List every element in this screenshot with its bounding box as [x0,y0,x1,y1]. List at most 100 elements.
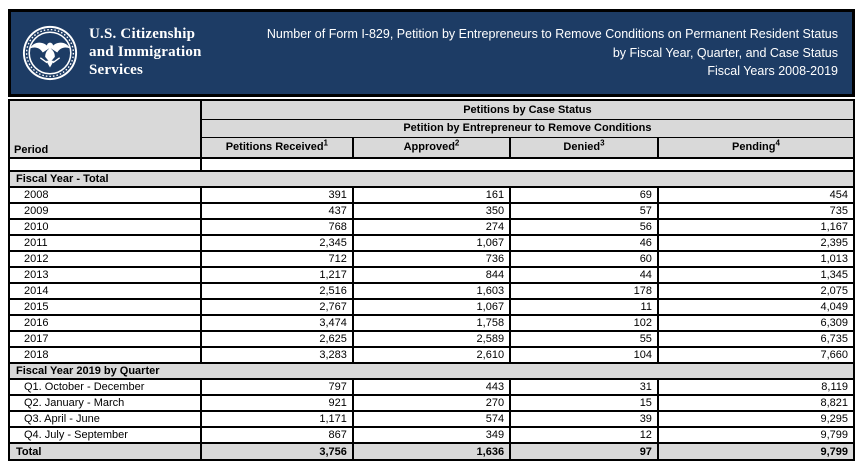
approved-cell: 844 [351,266,512,284]
received-cell: 2,625 [199,330,354,348]
denied-cell: 55 [509,330,659,348]
table-row: 2012 712 736 60 1,013 [8,250,856,268]
pending-cell: 454 [656,186,856,204]
table-row: 2009 437 350 57 735 [8,202,856,220]
column-header-approved-label: Approved [403,141,455,154]
pending-cell: 6,309 [656,314,856,332]
denied-cell: 69 [509,186,659,204]
period-cell: Q1. October - December [8,378,202,396]
petitions-table-wrapper: Period Petitions by Case Status Petition… [8,99,856,461]
uscis-wordmark: U.S. Citizenship and Immigration Service… [89,26,202,79]
period-cell: 2014 [8,282,202,300]
table-row: 2016 3,474 1,758 102 6,309 [8,314,856,332]
denied-cell: 44 [509,266,659,284]
column-header-denied: Denied3 [509,136,659,159]
received-cell: 2,767 [199,298,354,316]
report-title-line1: Number of Form I-829, Petition by Entrep… [266,26,838,41]
spacer-row [8,157,856,172]
approved-cell: 350 [351,202,512,220]
column-header-row: Petitions Received1 Approved2 Denied3 Pe… [9,136,856,159]
received-cell: 2,516 [199,282,354,300]
denied-cell: 46 [509,234,659,252]
table-row: 2008 391 161 69 454 [8,186,856,204]
total-pending-cell: 9,799 [656,442,856,461]
received-cell: 3,474 [199,314,354,332]
denied-cell: 39 [509,410,659,428]
approved-cell: 2,610 [351,346,512,364]
column-header-period: Period [8,99,202,159]
period-cell: 2018 [8,346,202,364]
pending-cell: 9,295 [656,410,856,428]
received-cell: 437 [199,202,354,220]
column-header-approved: Approved2 [351,136,512,159]
section-header-row: Fiscal Year 2019 by Quarter [8,362,855,380]
pending-cell: 2,395 [656,234,856,252]
footnote-2-marker: 2 [454,138,460,148]
approved-cell: 161 [351,186,512,204]
period-cell: 2008 [8,186,202,204]
approved-cell: 1,603 [351,282,512,300]
wordmark-line1: U.S. Citizenship [89,26,196,43]
report-title-line3: Fiscal Years 2008-2019 [707,64,838,79]
table-row: 2018 3,283 2,610 104 7,660 [8,346,856,364]
uscis-banner: U.S. Citizenship and Immigration Service… [8,9,855,97]
total-label-cell: Total [8,442,202,461]
approved-cell: 1,758 [351,314,512,332]
table-row: Q2. January - March 921 270 15 8,821 [8,394,856,412]
received-cell: 1,217 [199,266,354,284]
column-header-pending-label: Pending [732,141,776,154]
approved-cell: 2,589 [351,330,512,348]
denied-cell: 60 [509,250,659,268]
approved-cell: 736 [351,250,512,268]
received-cell: 797 [199,378,354,396]
table-row: 2013 1,217 844 44 1,345 [8,266,856,284]
report-title: Number of Form I-829, Petition by Entrep… [202,25,838,81]
approved-cell: 1,067 [351,298,512,316]
footnote-3-marker: 3 [600,138,605,148]
column-header-received: Petitions Received1 [199,136,354,159]
pending-cell: 8,821 [656,394,856,412]
received-cell: 867 [199,426,354,444]
pending-cell: 4,049 [656,298,856,316]
approved-cell: 1,067 [351,234,512,252]
group-header-row-2: Petition by Entrepreneur to Remove Condi… [9,118,856,138]
received-cell: 712 [199,250,354,268]
spacer-cell [8,157,202,172]
total-approved-cell: 1,636 [351,442,512,461]
period-cell: 2010 [8,218,202,236]
denied-cell: 102 [509,314,659,332]
period-cell: Q3. April - June [8,410,202,428]
approved-cell: 574 [351,410,512,428]
received-cell: 3,283 [199,346,354,364]
approved-cell: 443 [351,378,512,396]
denied-cell: 56 [509,218,659,236]
column-header-denied-label: Denied [563,141,601,154]
period-cell: 2016 [8,314,202,332]
petitions-table: Period Petitions by Case Status Petition… [8,99,856,461]
period-cell: 2012 [8,250,202,268]
dhs-seal-icon [22,25,78,81]
denied-cell: 104 [509,346,659,364]
received-cell: 921 [199,394,354,412]
wordmark-line3: Services [89,61,144,78]
table-row: Q3. April - June 1,171 574 39 9,295 [8,410,856,428]
section-title: Fiscal Year - Total [8,170,855,188]
pending-cell: 9,799 [656,426,856,444]
period-cell: 2013 [8,266,202,284]
pending-cell: 2,075 [656,282,856,300]
wordmark-line2: and Immigration [89,44,202,61]
total-received-cell: 3,756 [199,442,354,461]
approved-cell: 349 [351,426,512,444]
section-title: Fiscal Year 2019 by Quarter [8,362,855,380]
table-row: 2014 2,516 1,603 178 2,075 [8,282,856,300]
period-cell: Q4. July - September [8,426,202,444]
approved-cell: 274 [351,218,512,236]
pending-cell: 6,735 [656,330,856,348]
denied-cell: 15 [509,394,659,412]
table-row: 2017 2,625 2,589 55 6,735 [8,330,856,348]
approved-cell: 270 [351,394,512,412]
table-row: Q1. October - December 797 443 31 8,119 [8,378,856,396]
table-row: 2011 2,345 1,067 46 2,395 [8,234,856,252]
group-header-remove-conditions: Petition by Entrepreneur to Remove Condi… [199,118,856,138]
